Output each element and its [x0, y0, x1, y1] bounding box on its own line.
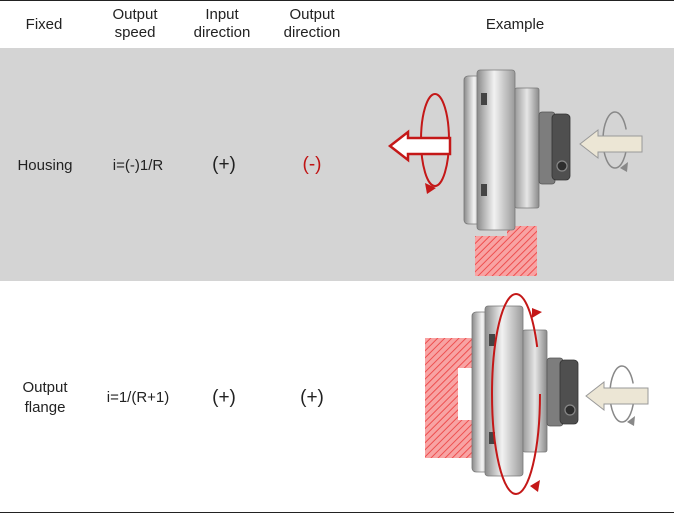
input-arrow-icon	[585, 380, 649, 412]
output-rotation-ellipse	[491, 293, 541, 495]
input-direction-cell: (+)	[212, 154, 236, 175]
bearing-hub	[514, 87, 540, 209]
fixed-support-hatch	[425, 338, 475, 458]
output-arrow-icon	[387, 129, 452, 163]
bearing-hub	[522, 329, 548, 453]
header-input-direction: Input direction	[193, 6, 251, 41]
output-direction-cell: (-)	[302, 154, 322, 175]
input-arrow-icon	[579, 128, 643, 160]
output-speed-cell: i=(-)1/R	[112, 157, 164, 174]
table-bottom-rule	[0, 512, 674, 513]
housing-body	[484, 305, 524, 477]
input-direction-cell: (+)	[212, 387, 236, 408]
header-output-direction: Output direction	[283, 6, 341, 41]
fixed-support-hatch	[475, 226, 537, 276]
output-direction-cell: (+)	[300, 387, 324, 408]
fixed-cell: Housing	[17, 157, 73, 174]
example-diagram-flange-fixed	[425, 293, 649, 495]
example-diagram-housing-fixed	[387, 69, 643, 276]
header-output-speed: Output speed	[112, 6, 158, 41]
table-header: Fixed Output speed Input direction Outpu…	[0, 0, 674, 48]
header-example: Example	[485, 16, 545, 33]
table-top-rule	[0, 0, 674, 1]
table-row: Output flange i=1/(R+1) (+) (+)	[0, 282, 674, 512]
fixed-cell: Output flange	[22, 379, 68, 416]
table-row: Housing i=(-)1/R (+) (-)	[0, 48, 674, 281]
output-speed-cell: i=1/(R+1)	[106, 389, 170, 406]
header-fixed: Fixed	[25, 16, 63, 33]
